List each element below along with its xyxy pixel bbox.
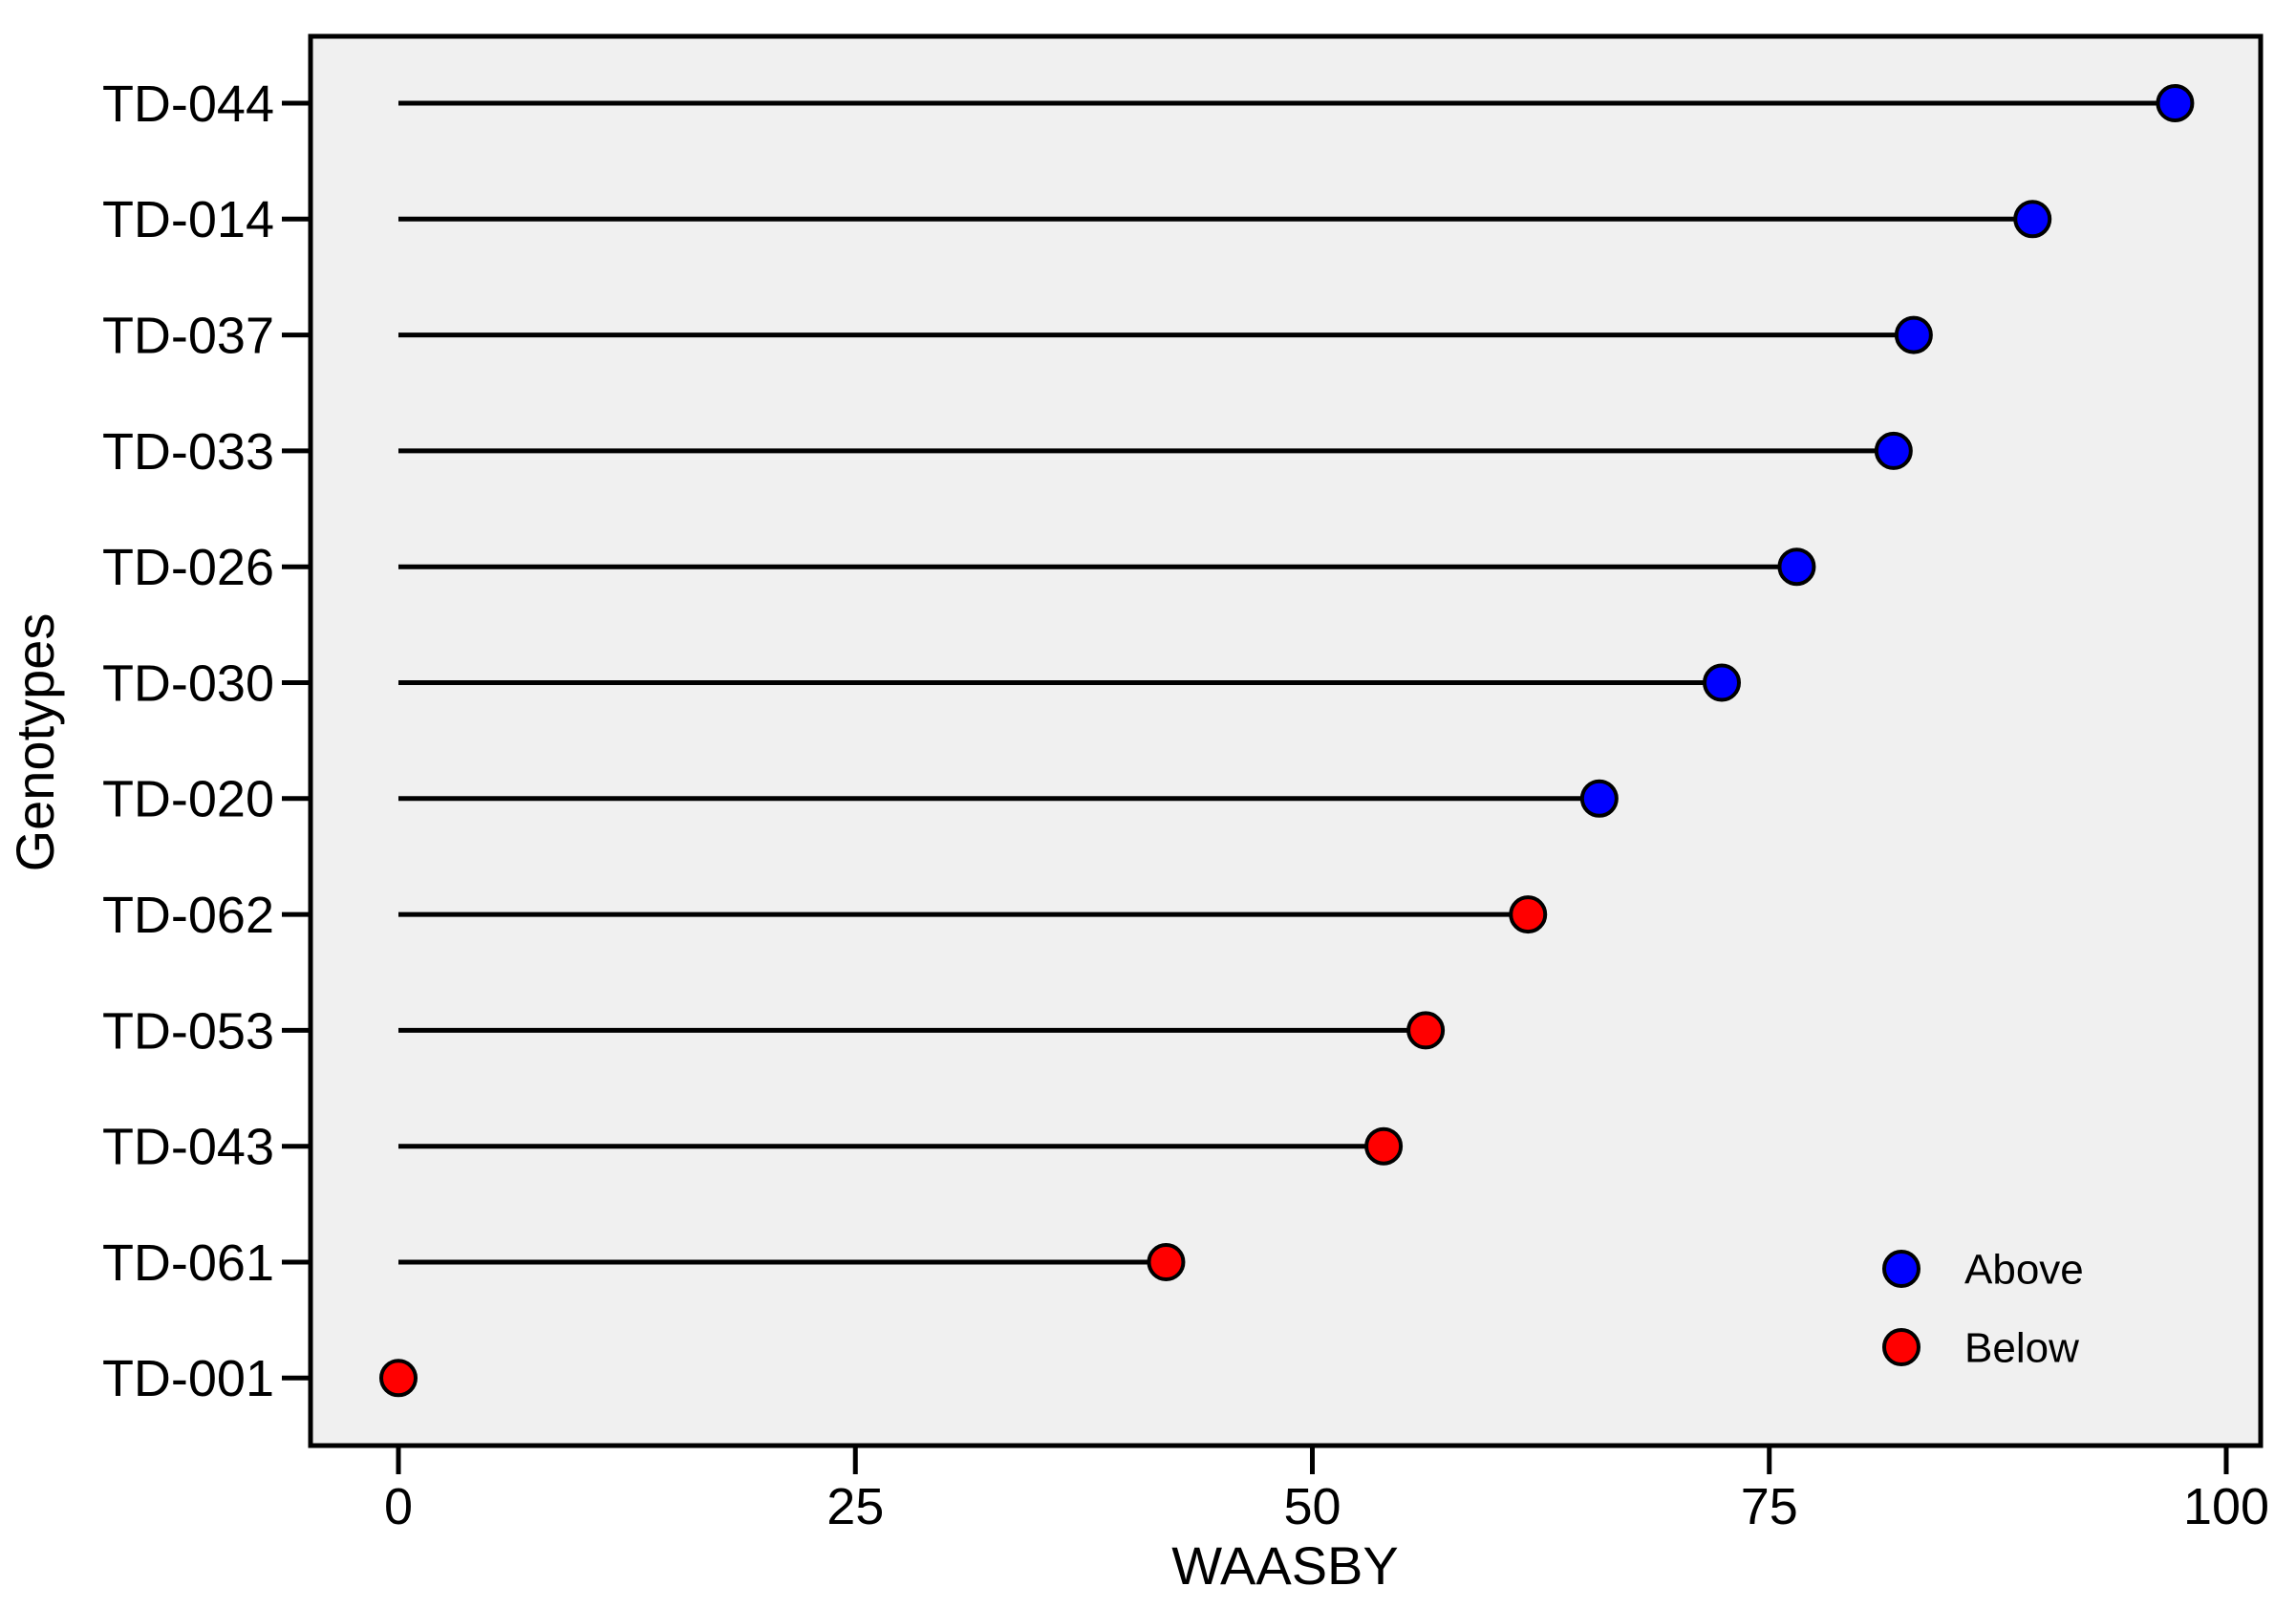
- legend-label-above: Above: [1964, 1246, 2084, 1293]
- y-tick-label: TD-062: [102, 887, 274, 944]
- y-tick-label: TD-043: [102, 1119, 274, 1176]
- y-axis-title: Genotypes: [5, 613, 65, 872]
- lollipop-dot: [1406, 1011, 1446, 1050]
- lollipop-dot: [1147, 1243, 1186, 1281]
- y-tick-label: TD-030: [102, 654, 274, 712]
- lollipop-dot: [1579, 779, 1619, 818]
- y-tick-label: TD-037: [102, 308, 274, 365]
- y-tick-label: TD-014: [102, 191, 274, 248]
- lollipop-dot: [1894, 315, 1933, 354]
- lollipop-dot: [1777, 547, 1816, 587]
- x-tick-label: 0: [384, 1478, 413, 1535]
- y-tick-label: TD-026: [102, 539, 274, 596]
- lollipop-dot: [1364, 1126, 1404, 1166]
- x-axis-title: WAASBY: [1171, 1535, 1399, 1596]
- x-tick-label: 50: [1283, 1478, 1341, 1535]
- x-axis: 0 25 50 75 100: [384, 1446, 2269, 1535]
- y-tick-label: TD-033: [102, 423, 274, 481]
- lollipop-dot: [1509, 895, 1548, 934]
- legend-label-below: Below: [1964, 1324, 2079, 1371]
- legend-marker-below: [1882, 1328, 1920, 1366]
- x-tick-label: 25: [826, 1478, 884, 1535]
- y-tick-label: TD-044: [102, 75, 274, 133]
- y-axis: TD-044 TD-014 TD-037 TD-033 TD-026 TD-030 TD-0…: [102, 75, 311, 1407]
- y-tick-label: TD-053: [102, 1002, 274, 1060]
- x-tick-label: 100: [2183, 1478, 2269, 1535]
- x-tick-label: 75: [1741, 1478, 1798, 1535]
- lollipop-dot: [2156, 84, 2195, 122]
- lollipop-dot: [379, 1359, 418, 1398]
- y-tick-label: TD-061: [102, 1234, 274, 1292]
- plot-panel: [308, 33, 2264, 1448]
- lollipop-dot: [2013, 200, 2052, 239]
- y-tick-label: TD-020: [102, 771, 274, 828]
- lollipop-dot: [1703, 663, 1742, 702]
- legend: Above Below: [1882, 1246, 2084, 1371]
- lollipop-dot: [1874, 431, 1913, 470]
- series: [379, 84, 2195, 1398]
- legend-marker-above: [1882, 1250, 1920, 1288]
- y-tick-label: TD-001: [102, 1350, 274, 1407]
